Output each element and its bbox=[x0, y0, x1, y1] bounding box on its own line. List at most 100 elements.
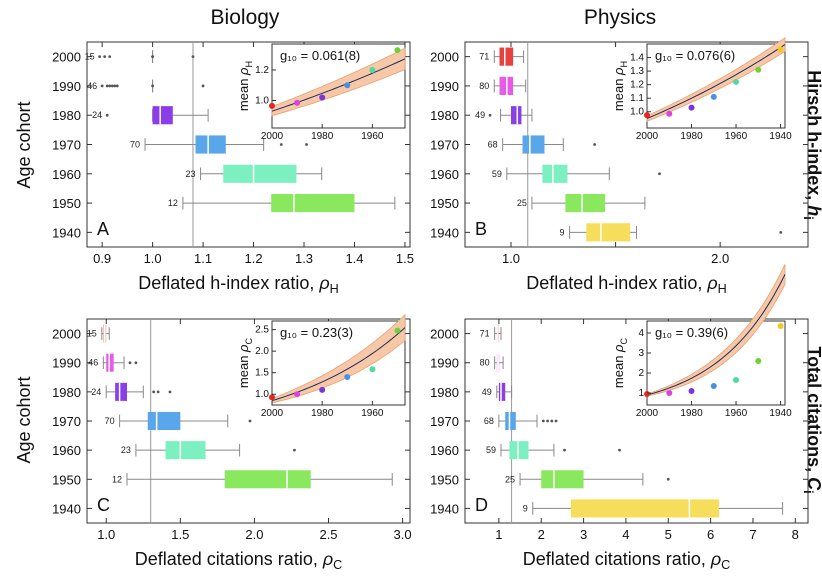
inset-y-axis-label: mean ρH bbox=[611, 61, 629, 111]
n-label: 46 bbox=[88, 358, 98, 368]
box-iqr bbox=[522, 135, 545, 154]
outlier-point bbox=[541, 419, 545, 423]
y-tick-label-1990: 1990 bbox=[430, 79, 459, 94]
x-tick-label: 1.4 bbox=[345, 251, 363, 266]
panel-c: 2000 1990 1980 1970 1960 1950 1940 1.0 1.5 2.0 2.5… bbox=[52, 313, 412, 572]
outlier-point bbox=[98, 55, 102, 59]
x-tick-label: 1.1 bbox=[194, 251, 212, 266]
x-axis-label-symbol: ρ bbox=[706, 273, 717, 293]
x-tick-label: 1.0 bbox=[502, 251, 520, 266]
inset-point-1990 bbox=[294, 391, 301, 398]
x-axis-label: Deflated h-index ratio, ρH bbox=[526, 273, 727, 296]
inset-annotation: g₁₀ = 0.076(6) bbox=[655, 48, 735, 63]
n-label: 15 bbox=[85, 52, 95, 62]
inset-y-axis-label: mean ρC bbox=[611, 337, 629, 388]
inset-point-1940 bbox=[777, 46, 784, 53]
inset-y-tick-label: 3 bbox=[638, 348, 644, 359]
x-tick-label: 0.9 bbox=[93, 251, 111, 266]
x-axis-label: Deflated h-index ratio, ρH bbox=[138, 273, 339, 296]
x-axis-label-text: Deflated h-index ratio, bbox=[138, 273, 319, 293]
y-tick-label-1950: 1950 bbox=[430, 196, 459, 211]
x-tick-label: 2.5 bbox=[319, 527, 337, 542]
x-axis-label: Deflated citations ratio, ρC bbox=[135, 549, 343, 572]
x-tick-label: 2.0 bbox=[711, 251, 729, 266]
box-1940: 9 bbox=[560, 223, 783, 242]
inset-y-tick-label: 1.4 bbox=[630, 53, 644, 64]
fit-line bbox=[646, 44, 786, 119]
inset-y-axis-label-text: mean bbox=[236, 75, 251, 111]
inset-y-tick-label: 1.0 bbox=[255, 96, 269, 107]
box-1990: 80 bbox=[480, 353, 504, 372]
box-1950: 25 bbox=[505, 470, 670, 489]
inset-y-tick-label: 1.5 bbox=[255, 368, 269, 379]
y-tick-label-1960: 1960 bbox=[52, 167, 81, 182]
inset-y-tick-label: 1.2 bbox=[255, 65, 269, 76]
n-label: 70 bbox=[105, 416, 115, 426]
inset-y-tick-label: 1.0 bbox=[630, 107, 644, 118]
x-axis-label-subscript: H bbox=[718, 282, 727, 296]
outlier-point bbox=[550, 419, 554, 423]
box-1960: 23 bbox=[121, 441, 296, 460]
inset-x-tick-label: 1980 bbox=[311, 408, 334, 419]
fit-confidence-band bbox=[646, 36, 786, 122]
inset-y-tick-label: 2 bbox=[638, 368, 644, 379]
y-tick-label-1970: 1970 bbox=[430, 138, 459, 153]
y-tick-label-1980: 1980 bbox=[52, 385, 81, 400]
outlier-point bbox=[546, 419, 549, 423]
box-iqr bbox=[505, 411, 516, 431]
n-label: 46 bbox=[87, 81, 97, 91]
inset-point-1980 bbox=[688, 104, 695, 111]
box-iqr bbox=[115, 382, 128, 401]
inset-y-axis-label-subscript: C bbox=[619, 337, 629, 344]
box-1950: 12 bbox=[168, 193, 396, 213]
inset-y-axis-label: mean ρC bbox=[236, 337, 254, 388]
box-1980: 49 bbox=[475, 106, 533, 125]
x-tick-label: 1.2 bbox=[245, 251, 263, 266]
y-tick-label-1940: 1940 bbox=[52, 501, 81, 516]
inset-annotation: g₁₀ = 0.39(6) bbox=[655, 325, 728, 340]
n-label: 25 bbox=[517, 198, 527, 208]
inset-y-tick-label: 1 bbox=[638, 388, 644, 399]
inset-x-tick-label: 1980 bbox=[311, 131, 334, 142]
inset-point-1990 bbox=[294, 99, 301, 106]
x-tick-label: 3.0 bbox=[394, 527, 412, 542]
y-tick-label-1970: 1970 bbox=[430, 414, 459, 429]
box-1980: 49 bbox=[482, 382, 513, 401]
x-tick-label: 4 bbox=[622, 527, 629, 542]
inset-y-axis-label-symbol: ρ bbox=[611, 344, 626, 353]
box-iqr bbox=[195, 135, 226, 154]
row-title-h-index-symbol: h bbox=[804, 205, 822, 216]
outlier-point bbox=[191, 55, 195, 59]
inset-point-1960 bbox=[369, 366, 376, 373]
n-label: 24 bbox=[92, 110, 102, 120]
box-iqr bbox=[499, 47, 514, 66]
inset-point-1970 bbox=[344, 374, 351, 380]
y-tick-label-1960: 1960 bbox=[430, 167, 459, 182]
panel-letter: C bbox=[97, 495, 110, 515]
n-label: 70 bbox=[130, 140, 140, 150]
inset-point-1960 bbox=[733, 78, 740, 85]
outlier-point bbox=[100, 84, 104, 88]
x-axis-label: Deflated citations ratio, ρC bbox=[523, 549, 731, 572]
y-tick-label-1960: 1960 bbox=[430, 443, 459, 458]
box-1990: 46 bbox=[88, 353, 138, 372]
row-a-y-axis-label: Age cohort bbox=[14, 101, 34, 188]
x-tick-label: 2 bbox=[538, 527, 545, 542]
outlier-point bbox=[152, 390, 156, 394]
y-tick-label-1940: 1940 bbox=[52, 225, 81, 240]
inset-x-tick-label: 1960 bbox=[361, 408, 384, 419]
y-tick-label-1990: 1990 bbox=[52, 79, 81, 94]
y-tick-label-1980: 1980 bbox=[430, 108, 459, 123]
n-label: 23 bbox=[121, 445, 131, 455]
x-tick-label: 8 bbox=[792, 527, 799, 542]
row-title-citations: Total citations, Ci bbox=[801, 346, 822, 493]
y-tick-label-1950: 1950 bbox=[52, 196, 81, 211]
inset-y-axis-label-text: mean bbox=[236, 352, 251, 388]
y-tick-label-1940: 1940 bbox=[430, 225, 459, 240]
inset-y-axis-label-subscript: H bbox=[619, 61, 629, 68]
x-tick-label: 1 bbox=[495, 527, 502, 542]
inset-x-tick-label: 2000 bbox=[261, 131, 284, 142]
